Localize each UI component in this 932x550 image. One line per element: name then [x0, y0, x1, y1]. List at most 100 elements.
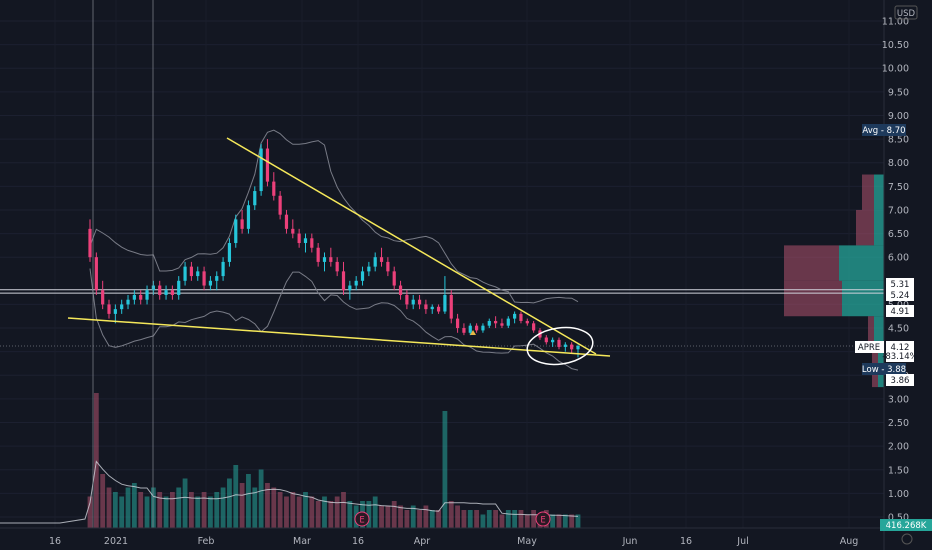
price-tick-label: 7.00	[888, 205, 909, 216]
price-tick-label: 3.00	[888, 394, 909, 405]
volume-bar	[518, 510, 524, 528]
price-marker-label: -83.14%	[882, 352, 917, 362]
time-tick-label: 2021	[104, 536, 128, 547]
volume-bar	[341, 492, 346, 528]
volume-profile-down	[784, 280, 842, 317]
volume-bar	[569, 514, 575, 528]
candle-body	[170, 290, 174, 295]
price-marker-box	[886, 305, 914, 317]
candle-body	[354, 280, 358, 286]
candle-body	[398, 285, 403, 295]
price-axis-bg	[884, 0, 932, 550]
candle-body	[367, 266, 371, 272]
price-tick-label: 8.50	[888, 135, 909, 146]
candle-body	[500, 323, 504, 326]
volume-bar	[575, 514, 581, 528]
volume-bar	[258, 469, 264, 528]
candle-body	[240, 219, 244, 229]
candle-body	[139, 294, 143, 300]
candle-body	[291, 228, 295, 234]
candle-body	[94, 257, 98, 291]
volume-bar	[87, 496, 93, 528]
price-tick-label: 1.50	[888, 465, 909, 476]
price-tick-label: 10.50	[882, 40, 909, 51]
volume-bar	[201, 492, 207, 528]
volume-bar	[195, 496, 201, 528]
currency-label: USD	[897, 9, 916, 19]
symbol-label-box	[855, 341, 884, 353]
volume-bar	[112, 492, 118, 528]
volume-bar	[176, 487, 182, 528]
volume-profile	[784, 174, 884, 388]
price-tick-label: 1.00	[888, 489, 909, 500]
volume-bar	[486, 510, 492, 528]
volume-bar	[239, 483, 245, 528]
candle-body	[303, 238, 308, 244]
price-marker-box	[886, 374, 914, 386]
price-tick-label: 2.00	[888, 442, 909, 453]
volume-bar	[214, 492, 220, 528]
volume-bar	[448, 501, 454, 528]
volume-bar	[144, 496, 150, 528]
candle-body	[557, 339, 561, 347]
candle-body	[360, 271, 365, 281]
candle-body	[164, 290, 168, 295]
candle-body	[430, 306, 434, 310]
candle-body	[411, 299, 415, 305]
candle-body	[246, 205, 251, 229]
time-tick-label: Apr	[414, 536, 431, 547]
candle-body	[310, 238, 314, 248]
candle-body	[462, 328, 466, 333]
candle-body	[506, 318, 510, 326]
candle-body	[424, 304, 428, 310]
candle-body	[576, 345, 580, 350]
candles	[88, 0, 580, 528]
volume-bar	[252, 487, 258, 528]
volume-bar	[398, 505, 403, 528]
earnings-marker-label: E	[359, 516, 364, 526]
volume-bar	[524, 514, 530, 528]
volume-bar	[455, 505, 460, 528]
volume-bar	[480, 514, 486, 528]
candle-body	[525, 320, 529, 324]
volume-bar	[169, 492, 175, 528]
price-marker-box	[886, 289, 914, 301]
time-tick-label: 16	[49, 536, 61, 547]
volume-bar	[499, 514, 505, 528]
price-axis: 0.501.001.502.002.503.003.504.004.505.00…	[882, 0, 932, 550]
volume-bar	[385, 505, 391, 528]
price-tick-label: 9.50	[888, 87, 909, 98]
volume-bar	[347, 501, 353, 528]
time-tick-label: Jun	[622, 536, 638, 547]
candle-body	[132, 294, 136, 300]
volume-bar	[277, 492, 283, 528]
candle-body	[474, 325, 479, 331]
candle-body	[88, 228, 92, 258]
currency-box	[894, 5, 918, 20]
lower-trendline	[67, 317, 611, 357]
volume-profile-down	[868, 316, 874, 352]
candle-body	[322, 257, 327, 262]
candle-body	[392, 271, 396, 286]
volume-bar	[309, 496, 315, 528]
candle-body	[107, 304, 111, 314]
price-tick-label: 8.00	[888, 158, 909, 169]
candle-body	[196, 271, 200, 277]
candle-body	[101, 290, 105, 305]
volume-bar	[296, 496, 302, 528]
chart-chrome: USD	[894, 5, 918, 20]
volume-bar	[119, 496, 125, 528]
candle-body	[297, 233, 301, 244]
candle-body	[455, 318, 460, 329]
candle-body	[265, 148, 270, 182]
auto-scale-button	[901, 533, 913, 545]
bollinger-bands	[89, 129, 579, 371]
signal-triangle	[470, 330, 476, 335]
volume-bar	[334, 496, 340, 528]
price-marker-label: Avg - 8.70	[862, 126, 905, 136]
candle-body	[386, 261, 390, 272]
price-marker-label: 4.91	[891, 307, 910, 317]
candle-body	[417, 299, 422, 305]
